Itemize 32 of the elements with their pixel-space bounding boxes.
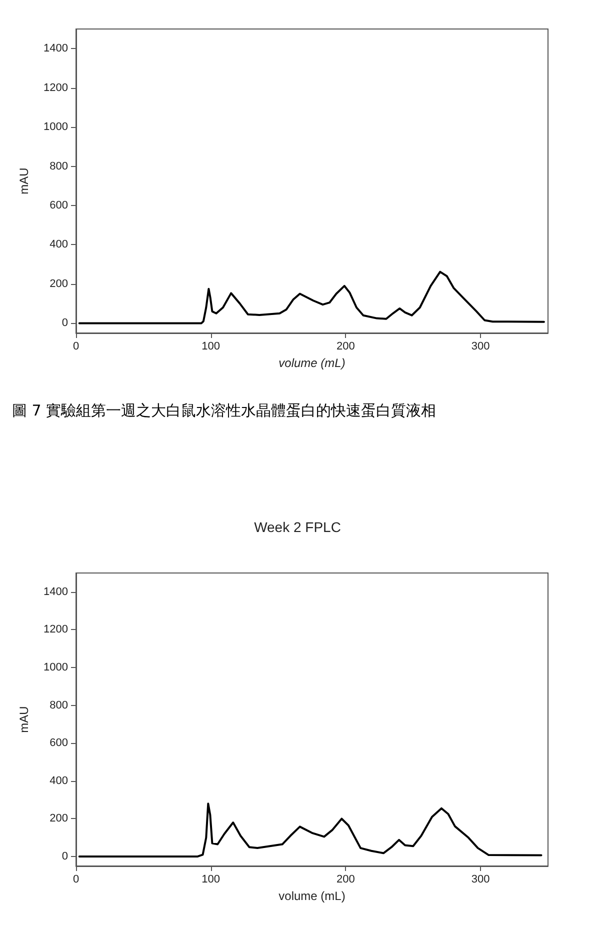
y-tick-label: 1000 bbox=[44, 662, 68, 674]
y-tick-label: 200 bbox=[50, 812, 68, 825]
x-tick-label: 300 bbox=[471, 340, 490, 352]
line-series bbox=[78, 270, 545, 324]
y-tick-label: 1200 bbox=[44, 624, 68, 636]
y-tick-label: 400 bbox=[50, 774, 68, 787]
y-axis-title: mAU bbox=[17, 168, 31, 194]
x-tick-label: 0 bbox=[72, 340, 80, 352]
y-tick-label: 1400 bbox=[44, 42, 68, 55]
y-tick-label: 0 bbox=[62, 317, 68, 330]
y-tick-label: 600 bbox=[50, 200, 68, 212]
x-axis-title: volume (mL) bbox=[278, 889, 346, 903]
y-tick-label: 1400 bbox=[44, 586, 68, 598]
y-axis-title: mAU bbox=[17, 706, 31, 733]
x-axis-title: volume (mL) bbox=[278, 356, 346, 370]
caption: 圖 7 實驗組第一週之大白鼠水溶性水晶體蛋白的快速蛋白質液相 bbox=[12, 402, 436, 420]
chart-title: Week 2 FPLC bbox=[254, 519, 341, 535]
y-tick-label: 800 bbox=[50, 160, 68, 172]
x-tick-label: 100 bbox=[202, 340, 220, 352]
line-series bbox=[78, 802, 542, 858]
x-tick-label: 0 bbox=[72, 874, 80, 886]
y-tick-label: 800 bbox=[50, 699, 68, 712]
x-tick-label: 200 bbox=[336, 340, 355, 352]
y-tick-label: 1000 bbox=[44, 121, 68, 134]
x-tick-label: 200 bbox=[336, 874, 355, 886]
y-tick-label: 200 bbox=[50, 278, 68, 290]
y-tick-label: 600 bbox=[50, 737, 68, 750]
x-tick-label: 300 bbox=[471, 874, 490, 886]
y-tick-label: 0 bbox=[62, 850, 68, 863]
x-tick-label: 100 bbox=[202, 874, 220, 886]
y-tick-label: 1200 bbox=[44, 82, 68, 94]
y-tick-label: 400 bbox=[50, 238, 68, 251]
